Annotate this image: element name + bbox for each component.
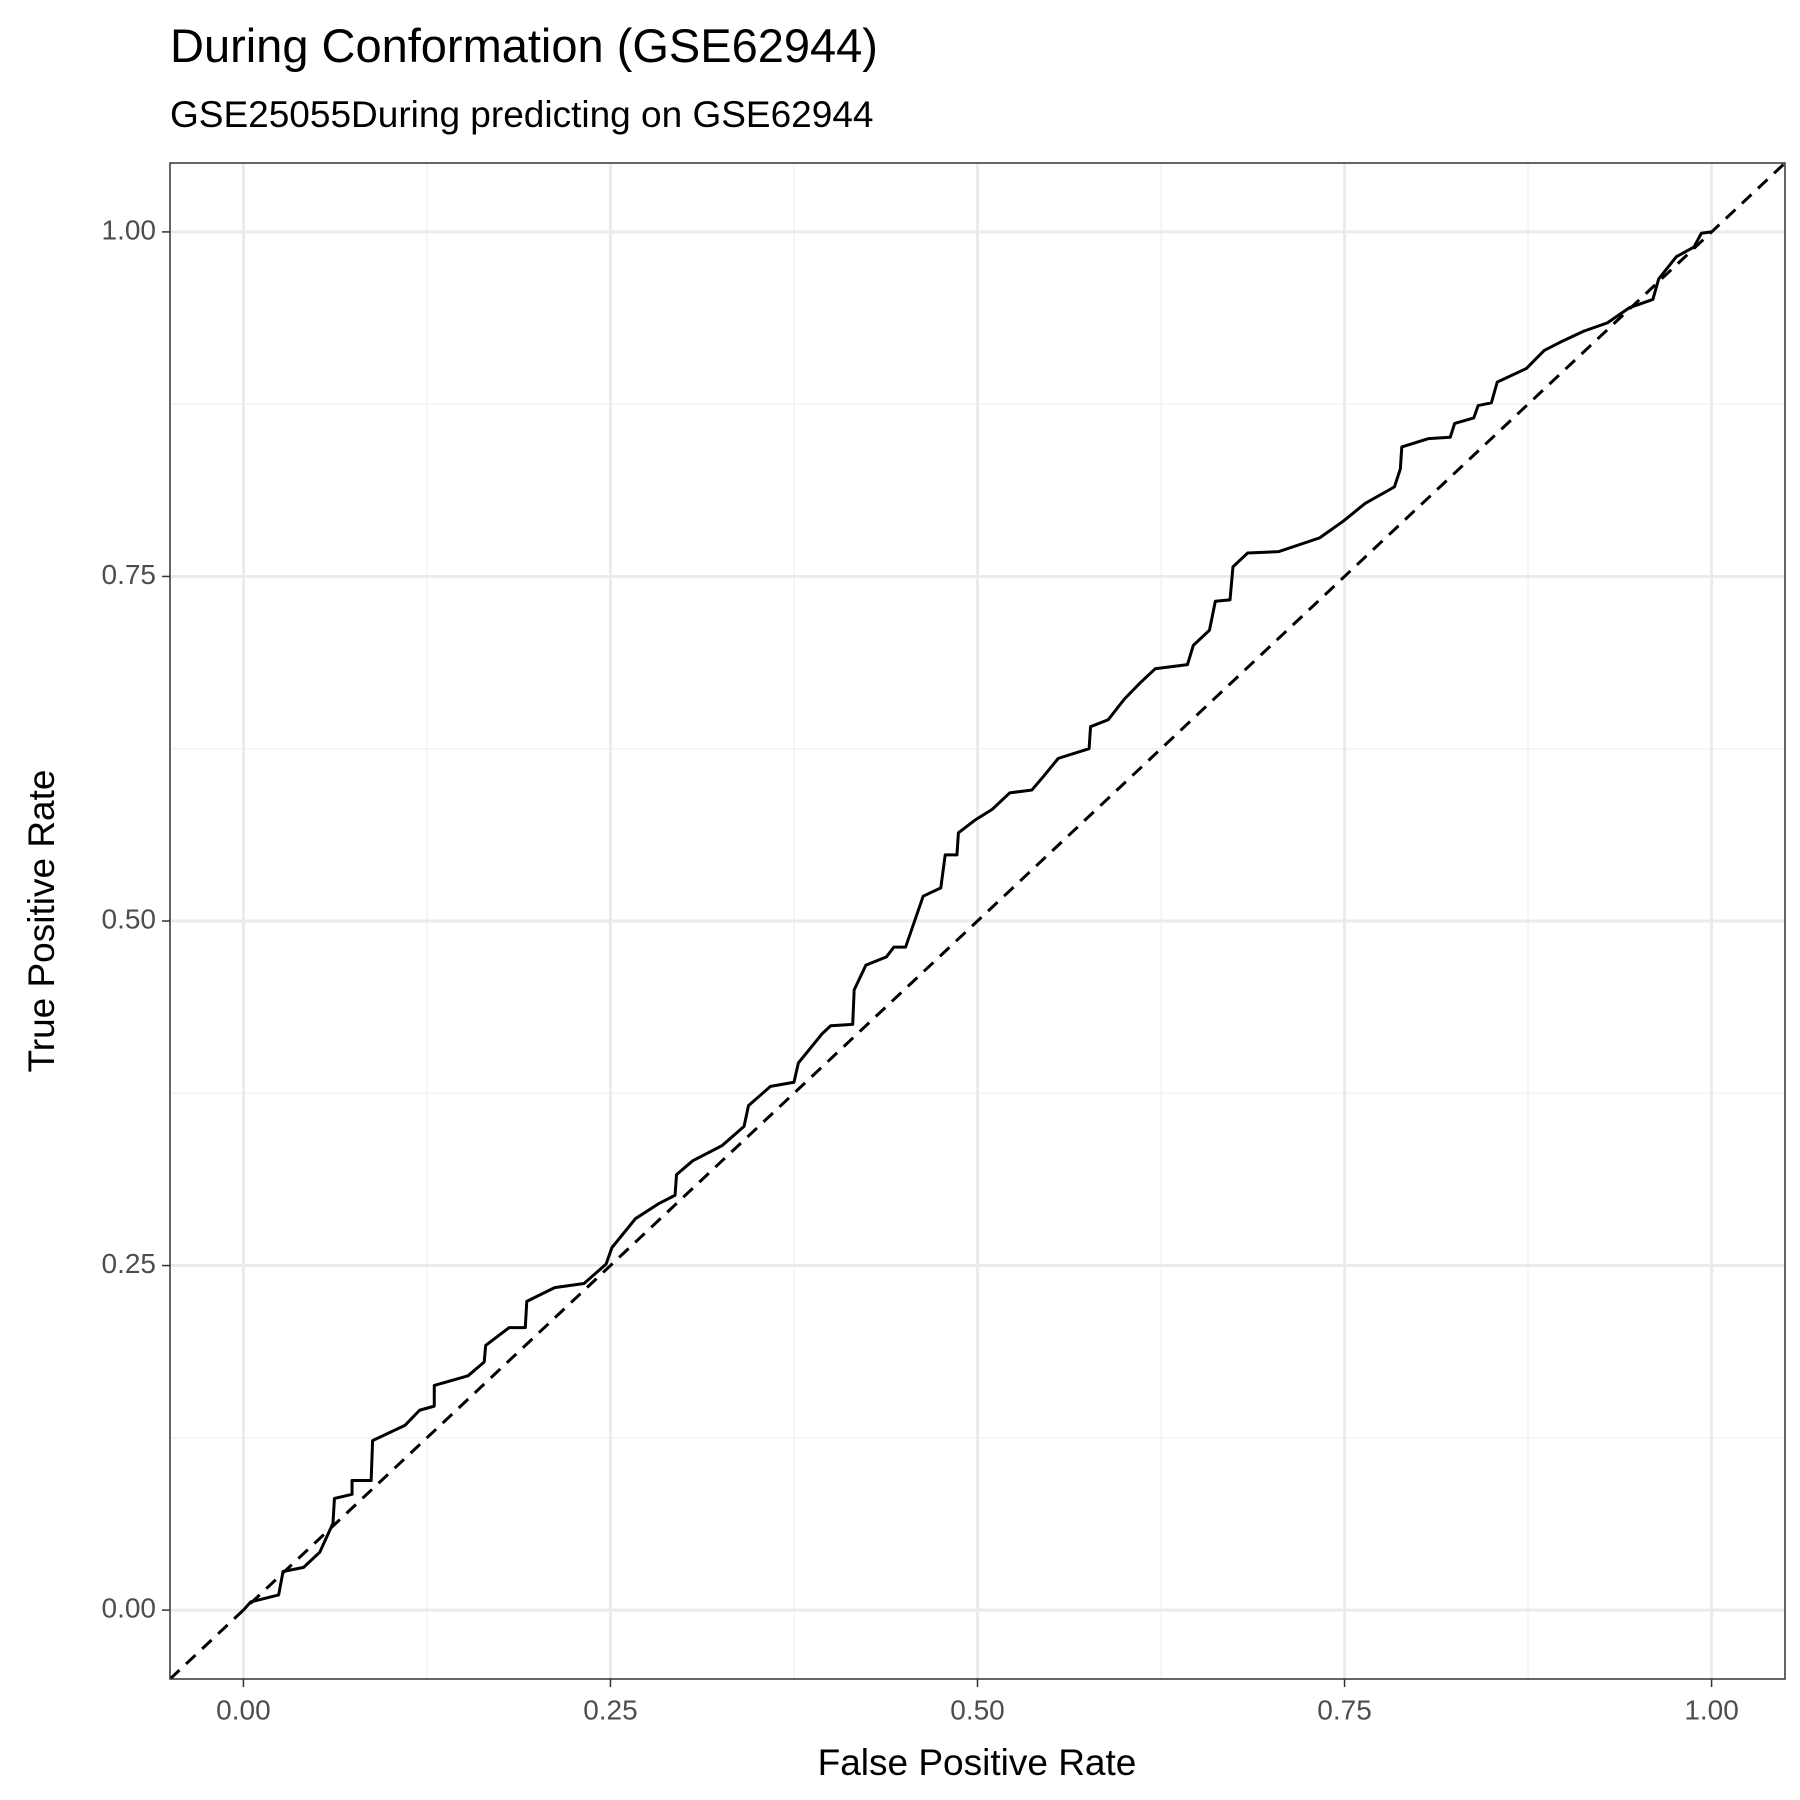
panel-border — [169, 162, 1786, 1680]
y-tick-label: 1.00 — [102, 214, 157, 245]
y-tick-label: 0.50 — [102, 903, 157, 934]
x-tick-label: 0.25 — [583, 1694, 638, 1725]
y-tick-label: 0.75 — [102, 559, 157, 590]
y-axis-title: True Positive Rate — [21, 770, 62, 1073]
plot — [170, 163, 1785, 1679]
diagonal-reference — [170, 163, 1785, 1679]
y-tick-label: 0.25 — [102, 1248, 157, 1279]
y-tick-label: 0.00 — [102, 1592, 157, 1623]
roc-curve — [242, 230, 1712, 1612]
chart-subtitle: GSE25055During predicting on GSE62944 — [170, 94, 873, 135]
grid — [170, 163, 1785, 1679]
x-tick-label: 0.00 — [216, 1694, 271, 1725]
chart-title: During Conformation (GSE62944) — [170, 19, 878, 72]
x-axis-title: False Positive Rate — [818, 1742, 1137, 1783]
x-tick-label: 0.75 — [1317, 1694, 1372, 1725]
x-tick-label: 0.50 — [950, 1694, 1005, 1725]
x-tick-label: 1.00 — [1684, 1694, 1739, 1725]
